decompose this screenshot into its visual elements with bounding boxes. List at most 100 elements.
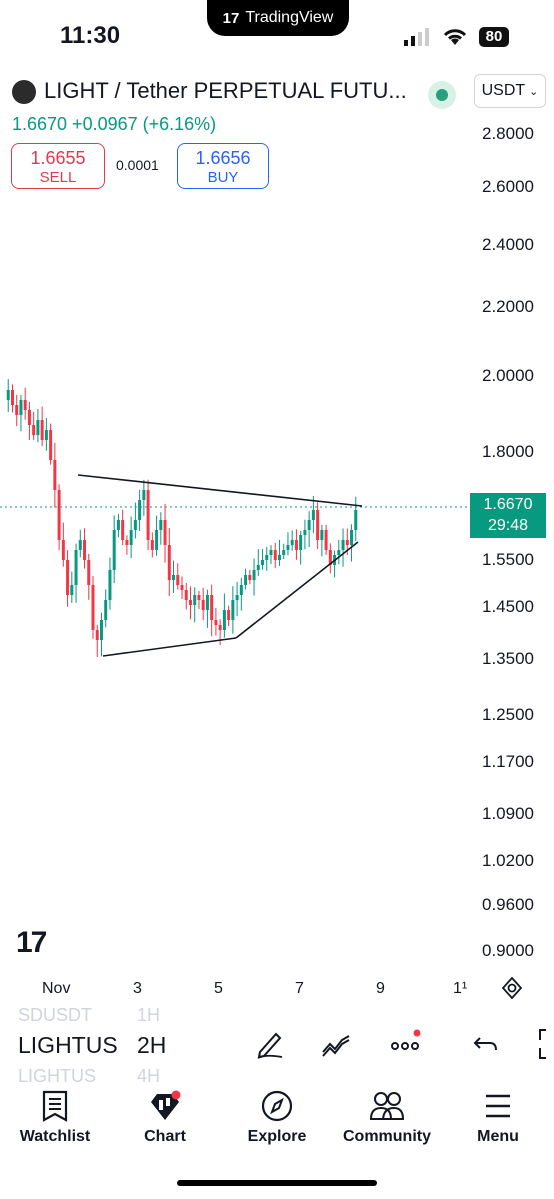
chevron-down-icon: ⌄ bbox=[529, 85, 539, 98]
price-tick: 1.2500 bbox=[482, 705, 534, 724]
candle-body bbox=[311, 510, 315, 520]
candle-body bbox=[227, 610, 231, 620]
nav-label: Chart bbox=[144, 1128, 186, 1145]
candle-body bbox=[70, 585, 74, 595]
symbol-selector[interactable]: LIGHTUS bbox=[18, 1032, 118, 1058]
candle-body bbox=[23, 400, 27, 410]
candle-body bbox=[210, 595, 214, 620]
candle-body bbox=[78, 540, 82, 550]
candle-body bbox=[193, 595, 197, 605]
symbol-logo-icon bbox=[12, 80, 36, 104]
nav-chart[interactable]: Chart bbox=[110, 1090, 220, 1146]
more-icon[interactable] bbox=[390, 1028, 422, 1060]
price-tick: 1.4500 bbox=[482, 597, 534, 616]
candle-body bbox=[248, 575, 252, 580]
candle-body bbox=[74, 550, 78, 585]
candle-body bbox=[341, 540, 345, 550]
candle-body bbox=[19, 400, 23, 415]
sell-label: SELL bbox=[39, 169, 77, 186]
buy-button[interactable]: 1.6656 BUY bbox=[177, 143, 269, 189]
nav-watchlist[interactable]: Watchlist bbox=[0, 1090, 110, 1146]
candle-body bbox=[337, 550, 341, 555]
nav-label: Watchlist bbox=[19, 1128, 91, 1145]
price-tick: 2.4000 bbox=[482, 235, 534, 254]
status-time: 11:30 bbox=[60, 22, 121, 49]
candle-body bbox=[303, 530, 307, 535]
price-tick: 1.0200 bbox=[482, 851, 534, 870]
sell-button[interactable]: 1.6655 SELL bbox=[11, 143, 105, 189]
trendline-upper[interactable] bbox=[77, 474, 363, 507]
candle-body bbox=[345, 540, 349, 545]
undo-icon[interactable] bbox=[470, 1028, 502, 1060]
symbol-title[interactable]: LIGHT / Tether PERPETUAL FUTU... bbox=[44, 78, 407, 103]
time-tick: Nov bbox=[42, 980, 71, 997]
candle-body bbox=[176, 575, 180, 585]
price-tick: 0.9000 bbox=[482, 941, 534, 960]
candle-body bbox=[214, 620, 218, 625]
menu-icon bbox=[486, 1094, 510, 1118]
interval-option[interactable]: 4H bbox=[137, 1066, 161, 1086]
time-tick: 1¹ bbox=[453, 980, 468, 997]
wifi-icon bbox=[443, 29, 467, 45]
candle-body bbox=[294, 540, 298, 550]
candle-body bbox=[15, 405, 19, 415]
candle-body bbox=[159, 520, 163, 530]
trendline-base[interactable] bbox=[102, 637, 237, 657]
candle-body bbox=[125, 540, 129, 545]
current-price-tag: 1.6670 29:48 bbox=[470, 493, 546, 538]
price-tick: 1.1700 bbox=[482, 752, 534, 771]
candle-body bbox=[256, 565, 260, 570]
candle-body bbox=[205, 595, 209, 610]
symbol-option[interactable]: LIGHTUS bbox=[18, 1066, 97, 1086]
nav-label: Community bbox=[343, 1128, 431, 1145]
symbol-option[interactable]: SDUSDT bbox=[18, 1005, 93, 1025]
candle-body bbox=[201, 600, 205, 610]
candle-body bbox=[290, 540, 294, 545]
candle-body bbox=[108, 570, 112, 600]
candlestick-chart[interactable] bbox=[0, 200, 554, 960]
buy-price: 1.6656 bbox=[195, 148, 251, 168]
tv-logo-icon: 17 bbox=[222, 9, 240, 27]
candle-body bbox=[6, 390, 10, 400]
nav-community[interactable]: Community bbox=[332, 1090, 442, 1146]
indicators-icon[interactable] bbox=[320, 1028, 352, 1060]
community-icon bbox=[369, 1092, 405, 1120]
candle-body bbox=[299, 535, 303, 550]
candle-body bbox=[180, 585, 184, 590]
candle-body bbox=[239, 585, 243, 595]
candle-body bbox=[121, 520, 125, 540]
currency-select[interactable]: USDT ⌄ bbox=[474, 74, 546, 108]
candle-body bbox=[44, 430, 48, 440]
pen-icon[interactable] bbox=[254, 1028, 286, 1060]
candle-body bbox=[104, 600, 108, 620]
candle-body bbox=[218, 625, 222, 630]
candle-body bbox=[83, 540, 87, 560]
price-tick: 1.0900 bbox=[482, 804, 534, 823]
candle-body bbox=[40, 420, 44, 440]
candle-body bbox=[324, 530, 328, 550]
interval-option[interactable]: 1H bbox=[137, 1005, 161, 1025]
time-tick: 7 bbox=[295, 980, 304, 997]
price-tick: 2.2000 bbox=[482, 297, 534, 316]
candle-body bbox=[277, 555, 281, 560]
nav-menu[interactable]: Menu bbox=[443, 1090, 553, 1146]
candle-body bbox=[261, 560, 265, 565]
chart-settings-icon[interactable] bbox=[500, 976, 524, 1000]
candle-body bbox=[57, 490, 61, 540]
battery-icon: 80 bbox=[479, 27, 509, 47]
buy-label: BUY bbox=[207, 169, 239, 186]
candle-body bbox=[320, 530, 324, 540]
candle-body bbox=[129, 530, 133, 545]
nav-explore[interactable]: Explore bbox=[222, 1090, 332, 1146]
candle-body bbox=[66, 560, 70, 595]
candle-body bbox=[146, 490, 150, 540]
fullscreen-icon[interactable] bbox=[532, 1028, 554, 1060]
time-tick: 5 bbox=[214, 980, 223, 997]
candle-body bbox=[286, 545, 290, 550]
trendline-lower[interactable] bbox=[235, 541, 359, 639]
candle-body bbox=[188, 600, 192, 605]
candle-body bbox=[87, 560, 91, 585]
nav-label: Menu bbox=[477, 1128, 519, 1145]
interval-selector[interactable]: 2H bbox=[137, 1032, 167, 1058]
watchlist-icon bbox=[42, 1090, 68, 1122]
